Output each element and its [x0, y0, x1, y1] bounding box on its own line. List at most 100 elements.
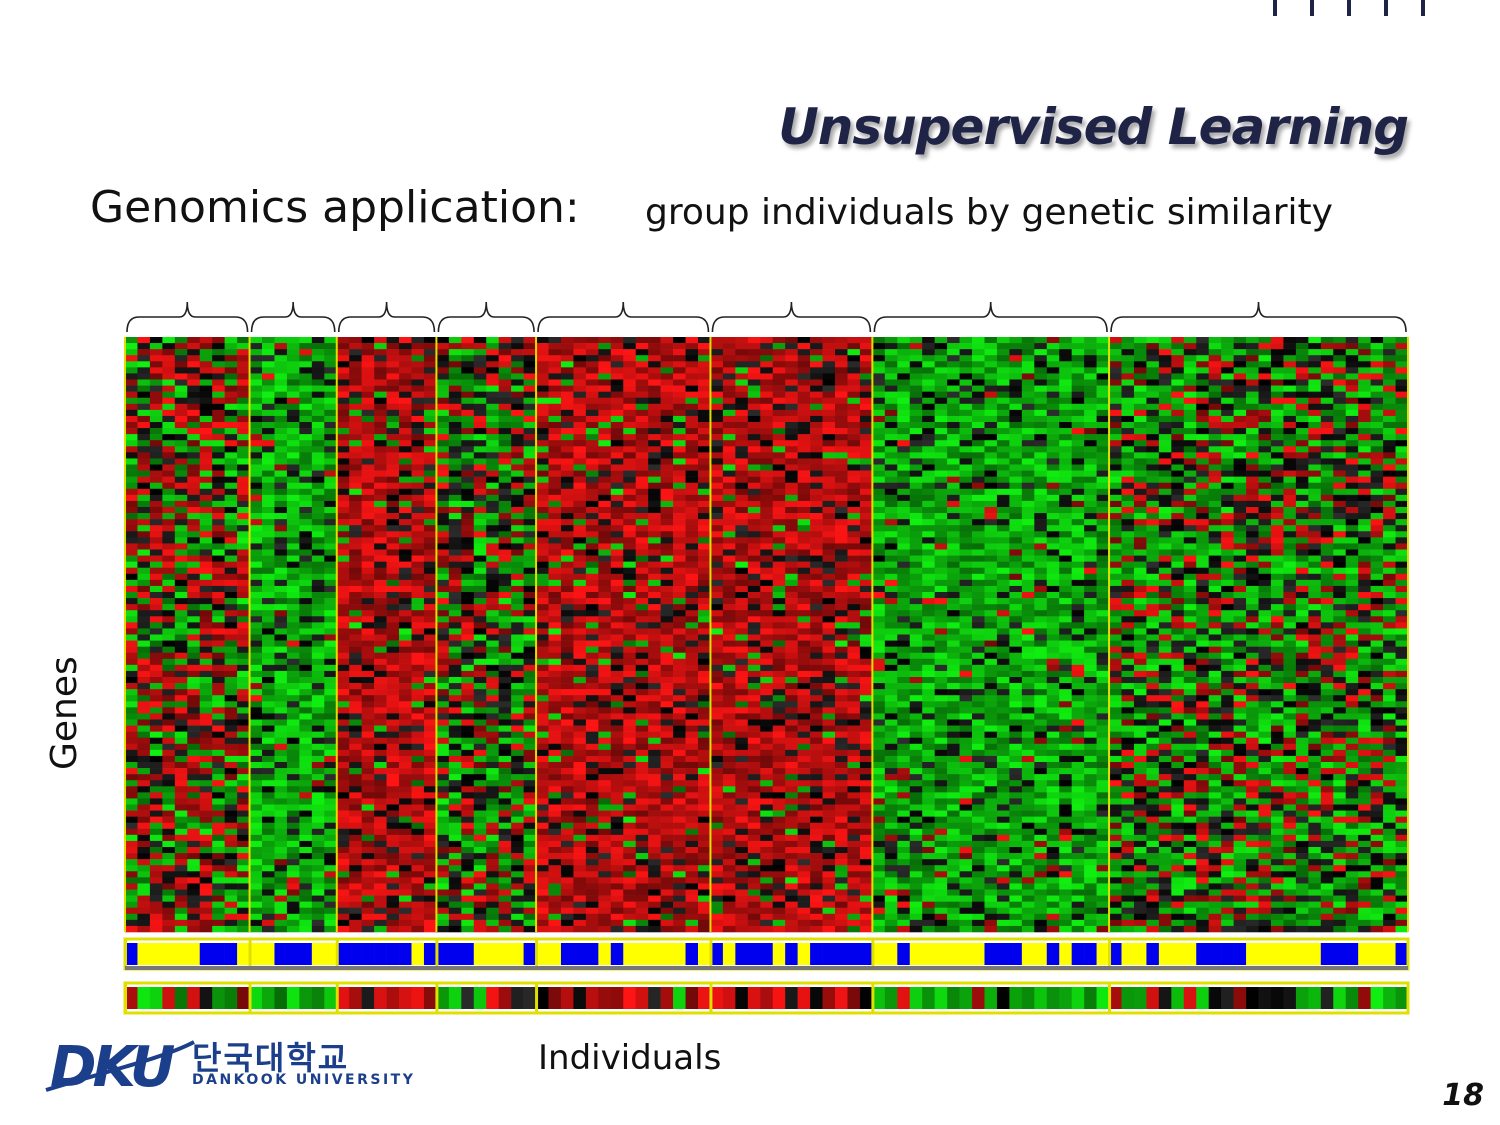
heatmap-cell	[374, 677, 387, 684]
heatmap-cell	[511, 701, 524, 708]
heatmap-cell	[423, 367, 437, 374]
heatmap-cell	[349, 768, 362, 775]
heatmap-cell	[374, 598, 387, 605]
heatmap-cell	[598, 349, 612, 356]
heatmap-cell	[498, 828, 512, 836]
heatmap-cell	[262, 628, 275, 635]
heatmap-cell	[274, 428, 288, 435]
heatmap-cell	[299, 409, 313, 417]
cluster-brace	[337, 301, 436, 333]
heatmap-cell	[511, 865, 524, 872]
heatmap-cell	[536, 337, 549, 344]
heatmap-cell	[648, 610, 661, 617]
heatmap-cell	[249, 355, 263, 362]
heatmap-cell	[311, 343, 325, 350]
heatmap-cell	[722, 816, 736, 824]
heatmap-cell	[212, 361, 225, 368]
heatmap-cell	[386, 847, 400, 854]
heatmap-cell	[448, 458, 462, 465]
heatmap-cell	[324, 774, 338, 781]
heatmap-cell	[523, 780, 537, 787]
heatmap-cell	[523, 810, 537, 817]
annotation-cell-class	[560, 943, 574, 965]
heatmap-cell	[461, 822, 475, 830]
heatmap-cell	[212, 440, 225, 447]
heatmap-cell	[722, 828, 736, 836]
heatmap-cell	[224, 816, 238, 824]
heatmap-cell	[311, 737, 325, 745]
heatmap-cell	[274, 604, 288, 611]
heatmap-cell	[660, 397, 674, 405]
heatmap-cell	[523, 731, 537, 739]
heatmap-cell	[560, 543, 574, 550]
heatmap-cell	[536, 816, 549, 824]
heatmap-cell	[212, 349, 225, 356]
heatmap-cell	[187, 452, 201, 459]
heatmap-cell	[349, 646, 362, 654]
heatmap-cell	[336, 634, 350, 641]
heatmap-cell	[648, 470, 661, 477]
heatmap-cell	[635, 768, 649, 775]
heatmap-cell	[722, 725, 736, 732]
heatmap-cell	[461, 895, 475, 902]
heatmap-cell	[511, 871, 524, 878]
heatmap-cell	[697, 507, 711, 514]
heatmap-cell	[673, 925, 686, 933]
heatmap-cell	[423, 737, 437, 745]
heatmap-cell	[635, 343, 649, 350]
heatmap-cell	[623, 628, 637, 635]
heatmap-cell	[623, 464, 637, 471]
heatmap-cell	[498, 743, 512, 751]
heatmap-cell	[237, 507, 250, 514]
heatmap-cell	[274, 385, 288, 392]
heatmap-cell	[224, 774, 238, 781]
heatmap-cell	[573, 355, 587, 362]
heatmap-cell	[710, 719, 724, 726]
heatmap-cell	[125, 737, 138, 745]
heatmap-cell	[125, 470, 138, 477]
heatmap-cell	[722, 664, 736, 672]
heatmap-cell	[697, 385, 711, 392]
heatmap-cell	[174, 774, 188, 781]
heatmap-cell	[448, 476, 462, 484]
heatmap-cell	[249, 798, 263, 805]
heatmap-cell	[722, 428, 736, 435]
heatmap-cell	[249, 768, 263, 775]
heatmap-cell	[324, 482, 338, 490]
heatmap-cell	[125, 658, 138, 666]
heatmap-cell	[473, 409, 487, 417]
heatmap-cell	[324, 604, 338, 611]
heatmap-cell	[361, 397, 375, 405]
heatmap-cell	[448, 719, 462, 726]
heatmap-cell	[286, 476, 300, 484]
heatmap-cell	[174, 816, 188, 824]
heatmap-cell	[249, 415, 263, 423]
heatmap-cell	[697, 446, 711, 453]
heatmap-cell	[249, 780, 263, 787]
annotation-cell-expression	[249, 987, 263, 1009]
heatmap-cell	[187, 840, 201, 848]
heatmap-cell	[685, 585, 699, 593]
heatmap-cell	[137, 500, 151, 508]
heatmap-cell	[710, 537, 724, 544]
heatmap-cell	[436, 859, 450, 866]
heatmap-cell	[436, 749, 450, 757]
heatmap-cell	[423, 707, 437, 714]
heatmap-cell	[660, 458, 674, 465]
heatmap-cell	[536, 543, 549, 550]
heatmap-cell	[174, 500, 188, 508]
heatmap-cell	[685, 859, 699, 866]
heatmap-cell	[411, 646, 425, 654]
heatmap-cell	[224, 743, 238, 751]
heatmap-cell	[560, 458, 574, 465]
heatmap-cell	[648, 604, 661, 611]
heatmap-cell	[299, 865, 313, 872]
heatmap-cell	[598, 725, 612, 732]
heatmap-cell	[249, 488, 263, 496]
heatmap-cell	[262, 531, 275, 538]
heatmap-cell	[560, 385, 574, 392]
heatmap-cell	[610, 616, 624, 623]
heatmap-cell	[685, 507, 699, 514]
heatmap-cell	[548, 670, 562, 678]
heatmap-cell	[423, 464, 437, 471]
